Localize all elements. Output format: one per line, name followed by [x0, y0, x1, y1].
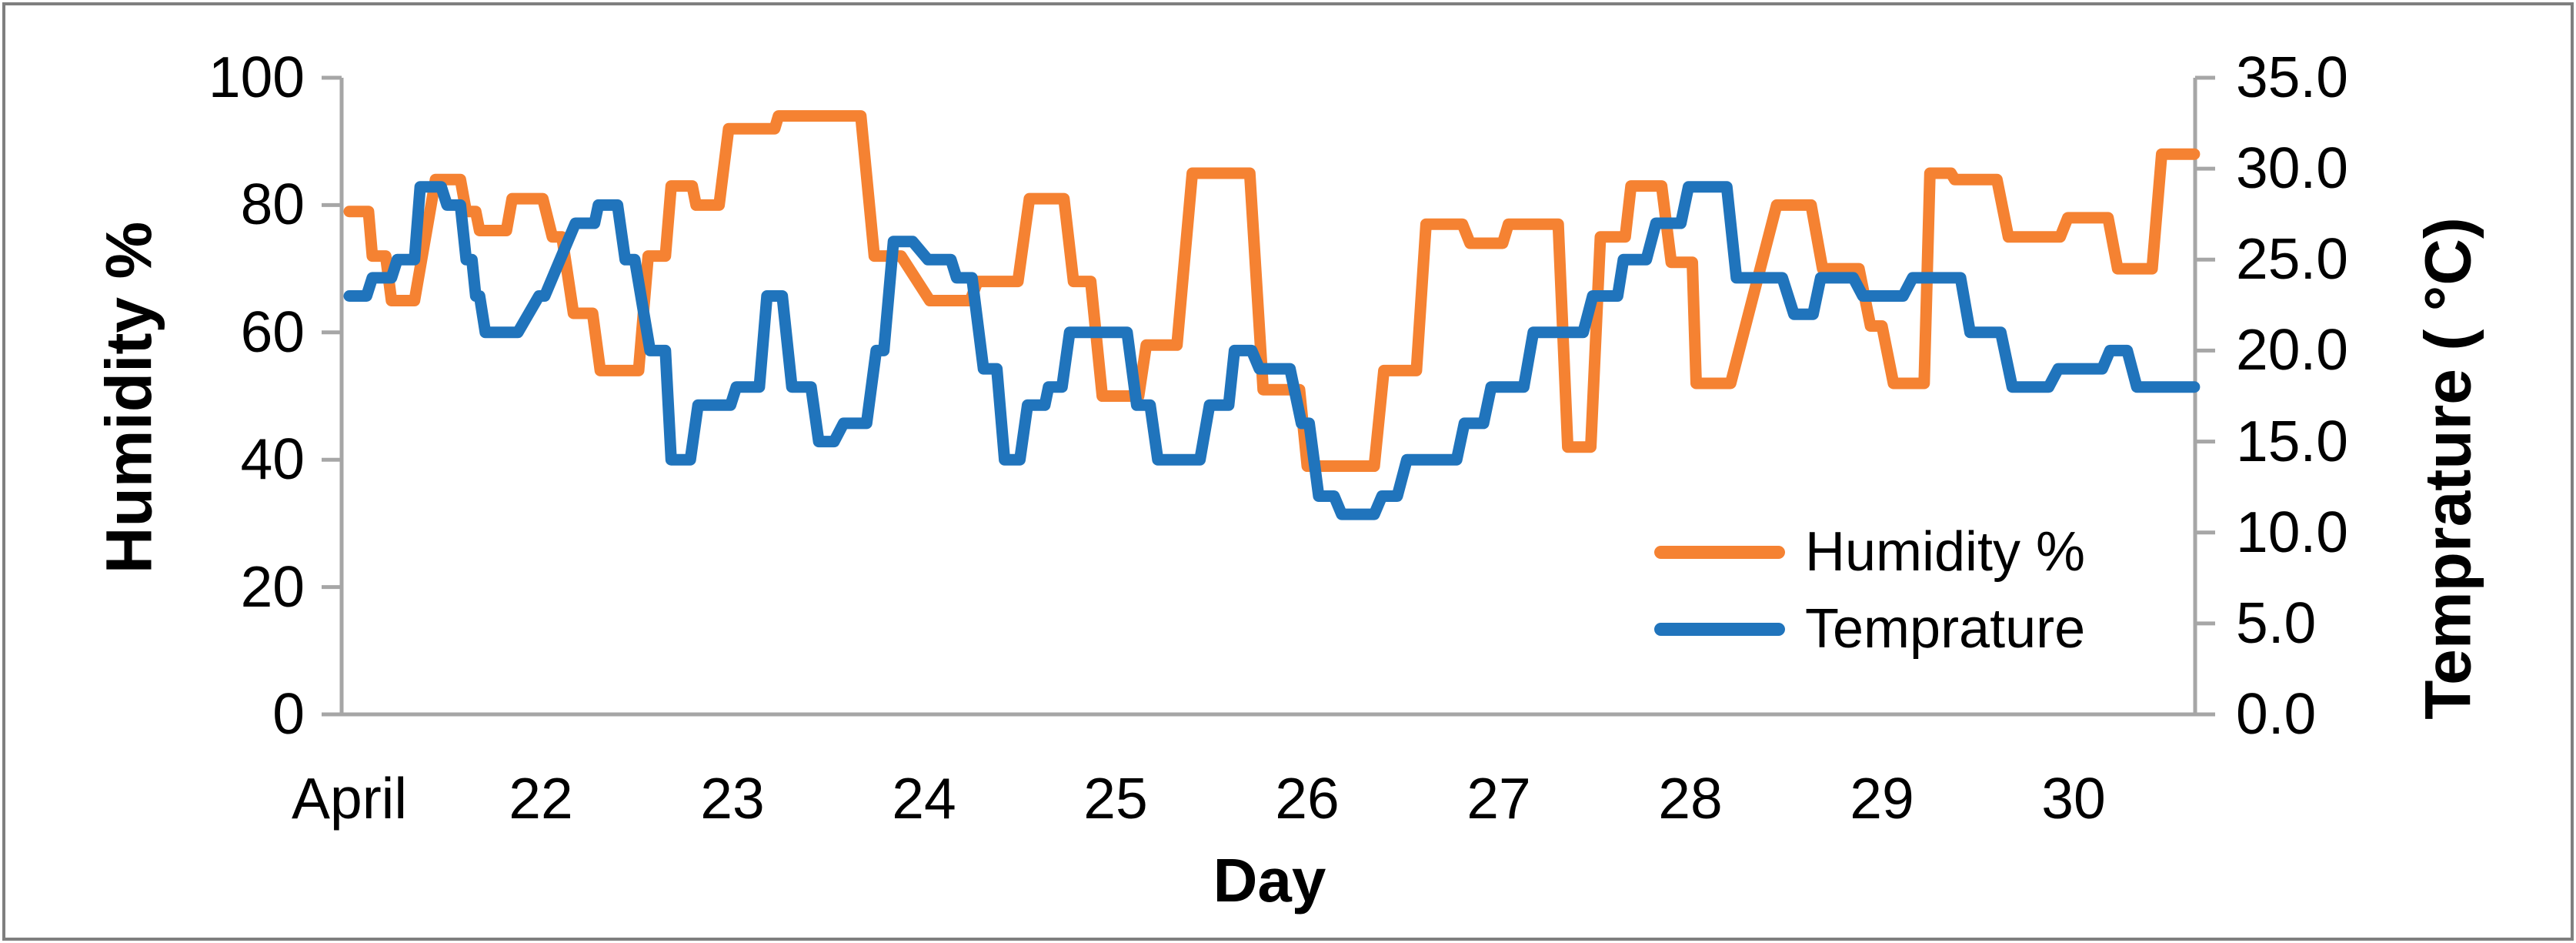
temprature-legend-swatch	[1654, 622, 1785, 636]
day-tick-24: 24	[892, 766, 956, 831]
left-tick-60: 60	[240, 299, 305, 364]
left-tick-20: 20	[240, 553, 305, 619]
day-tick-29: 29	[1850, 766, 1914, 831]
legend-item-humidity: Humidity %	[1654, 517, 2085, 587]
legend-label-temprature: Temprature	[1805, 598, 2086, 660]
legend-label-humidity: Humidity %	[1805, 521, 2086, 583]
left-axis-title: Humidity %	[92, 221, 165, 574]
left-tick-100: 100	[208, 45, 305, 109]
day-tick-April: April	[291, 766, 408, 831]
day-tick-28: 28	[1658, 766, 1723, 831]
left-tick-80: 80	[240, 172, 305, 237]
right-tick-20.0: 20.0	[2236, 317, 2348, 383]
day-tick-27: 27	[1467, 766, 1531, 831]
day-tick-23: 23	[700, 766, 765, 831]
right-tick-5.0: 5.0	[2236, 590, 2317, 655]
humidity-legend-swatch	[1654, 545, 1785, 559]
right-tick-0.0: 0.0	[2236, 681, 2317, 746]
right-axis-title: Temprature ( °C)	[2411, 217, 2484, 720]
right-tick-35.0: 35.0	[2236, 45, 2348, 109]
day-tick-25: 25	[1083, 766, 1148, 831]
day-tick-22: 22	[509, 766, 573, 831]
right-tick-30.0: 30.0	[2236, 135, 2348, 201]
day-tick-30: 30	[2041, 766, 2106, 831]
legend-item-temprature: Temprature	[1654, 594, 2085, 664]
right-tick-10.0: 10.0	[2236, 499, 2348, 564]
x-axis-title: Day	[1213, 846, 1326, 915]
right-tick-15.0: 15.0	[2236, 408, 2348, 473]
right-tick-25.0: 25.0	[2236, 226, 2348, 292]
left-tick-40: 40	[240, 426, 305, 492]
left-tick-0: 0	[272, 681, 305, 746]
day-tick-26: 26	[1275, 766, 1340, 831]
